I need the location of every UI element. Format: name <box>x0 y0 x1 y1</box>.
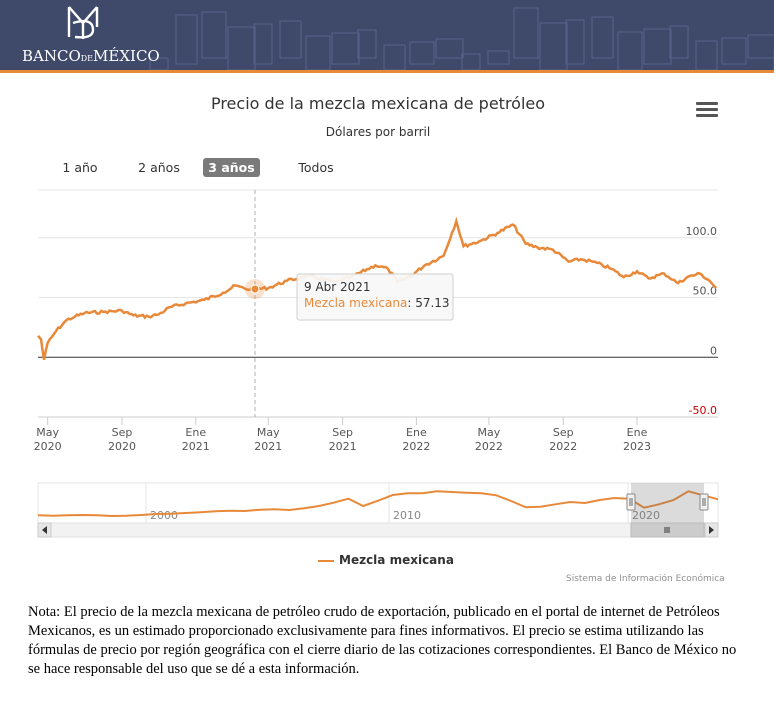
y-axis-ticks: 100.0 50.0 0 -50.0 <box>686 225 718 417</box>
navigator-year-label: 2000 <box>150 509 178 522</box>
chart-subtitle: Dólares por barril <box>325 125 431 139</box>
header-pattern-shape <box>227 26 256 70</box>
x-tick-year: 2023 <box>623 440 651 453</box>
header-pattern-shape <box>331 32 360 65</box>
navigator-frame <box>37 482 719 524</box>
header-pattern-shape <box>305 35 331 70</box>
x-tick-month: May <box>36 426 59 439</box>
header-pattern-shape <box>253 23 273 65</box>
header-pattern-shape <box>513 7 539 59</box>
series-line-mezcla-mexicana[interactable] <box>37 216 718 360</box>
x-tick-month: Ene <box>627 426 648 439</box>
logo-small-text: DE <box>80 54 94 63</box>
site-header: BANCODEMÉXICO <box>0 0 774 70</box>
credits[interactable]: Sistema de Información Económica <box>566 574 725 584</box>
header-pattern-shape <box>565 19 585 65</box>
tooltip-colon: : <box>407 296 415 310</box>
tooltip-box <box>296 273 454 321</box>
x-tick-month: May <box>257 426 280 439</box>
range-button-3-years[interactable]: 3 años <box>203 158 260 177</box>
navigator[interactable]: 2000 2010 2020 <box>37 482 719 524</box>
x-tick-year: 2021 <box>182 440 210 453</box>
x-tick-year: 2022 <box>475 440 503 453</box>
header-pattern-shape <box>695 40 718 70</box>
hover-point[interactable] <box>250 284 260 294</box>
header-pattern-shape <box>435 38 464 59</box>
header-pattern-shape <box>201 11 227 59</box>
tooltip-value-line: Mezcla mexicana: 57.13 <box>304 296 450 310</box>
tooltip-date: 9 Abr 2021 <box>304 280 371 294</box>
header-pattern-shape <box>747 34 774 59</box>
range-button-2-years[interactable]: 2 años <box>138 160 180 175</box>
tooltip: 9 Abr 2021 Mezcla mexicana: 57.13 <box>296 273 454 321</box>
header-pattern-shape <box>383 44 406 70</box>
header-pattern-shape <box>617 31 643 70</box>
legend-swatch <box>318 559 334 562</box>
x-tick-month: May <box>478 426 501 439</box>
navigator-year-label: 2020 <box>632 509 660 522</box>
scroll-left-arrow-icon <box>42 526 47 534</box>
x-axis-ticks: May2020Sep2020Ene2021May2021Sep2021Ene20… <box>34 416 718 453</box>
header-pattern-shape <box>461 53 481 70</box>
tooltip-series-name: Mezcla mexicana <box>304 296 407 310</box>
hamburger-menu-icon[interactable] <box>696 100 718 118</box>
header-pattern-shape <box>279 20 302 59</box>
logo-main-text: BANCO <box>22 47 81 65</box>
range-button-all[interactable]: Todos <box>298 160 334 175</box>
navigator-labels: 2000 2010 2020 <box>150 509 660 522</box>
x-tick-year: 2021 <box>329 440 357 453</box>
menu-bar <box>696 114 718 117</box>
x-tick-year: 2020 <box>108 440 136 453</box>
header-pattern-shape <box>357 29 377 59</box>
x-tick-year: 2021 <box>254 440 282 453</box>
range-button-1-year[interactable]: 1 año <box>62 160 98 175</box>
header-pattern-shape <box>175 14 198 65</box>
menu-bar <box>696 108 718 111</box>
y-tick-label: 50.0 <box>693 285 718 298</box>
x-tick-month: Sep <box>553 426 574 439</box>
x-tick-month: Ene <box>406 426 427 439</box>
navigator-year-label: 2010 <box>393 509 421 522</box>
chart-title: Precio de la mezcla mexicana de petróleo <box>210 94 546 113</box>
header-pattern-shape <box>409 41 435 65</box>
header-accent-line <box>0 70 774 73</box>
navigator-left-handle[interactable] <box>626 493 636 511</box>
navigator-right-handle[interactable] <box>699 493 709 511</box>
x-tick-year: 2020 <box>34 440 62 453</box>
logo-wordmark[interactable]: BANCODEMÉXICO <box>22 47 160 65</box>
header-pattern-shape <box>487 50 510 65</box>
header-pattern-shape <box>591 16 614 59</box>
x-tick-month: Ene <box>185 426 206 439</box>
header-pattern <box>149 7 774 70</box>
legend-label: Mezcla mexicana <box>339 553 454 567</box>
navigator-series-line <box>37 490 719 518</box>
scrollbar-track[interactable] <box>37 522 719 538</box>
y-tick-label: 0 <box>710 344 717 357</box>
disclaimer-note: Nota: El precio de la mezcla mexicana de… <box>28 604 737 677</box>
x-tick-year: 2022 <box>549 440 577 453</box>
tooltip-value: 57.13 <box>415 296 449 310</box>
navigator-selected-range[interactable] <box>631 483 704 523</box>
x-tick-year: 2022 <box>402 440 430 453</box>
banco-de-mexico-logo-icon[interactable] <box>63 3 103 43</box>
x-tick-month: Sep <box>112 426 133 439</box>
scroll-right-arrow-icon <box>709 526 714 534</box>
legend-item-mezcla-mexicana[interactable]: Mezcla mexicana <box>318 553 454 567</box>
menu-bar <box>696 102 718 105</box>
x-tick-month: Sep <box>332 426 353 439</box>
header-pattern-shape <box>721 37 747 65</box>
logo-end-text: MÉXICO <box>93 47 160 65</box>
y-tick-label: 100.0 <box>686 225 718 238</box>
header-pattern-shape <box>539 22 568 70</box>
header-pattern-shape <box>149 57 169 70</box>
navigator-scrollbar[interactable] <box>37 522 719 538</box>
header-pattern-shape <box>643 28 672 65</box>
y-tick-label: -50.0 <box>689 404 717 417</box>
price-chart[interactable]: 100.050.00-50.0 May2020Sep2020Ene2021May… <box>0 0 774 600</box>
header-pattern-shape <box>669 25 689 59</box>
